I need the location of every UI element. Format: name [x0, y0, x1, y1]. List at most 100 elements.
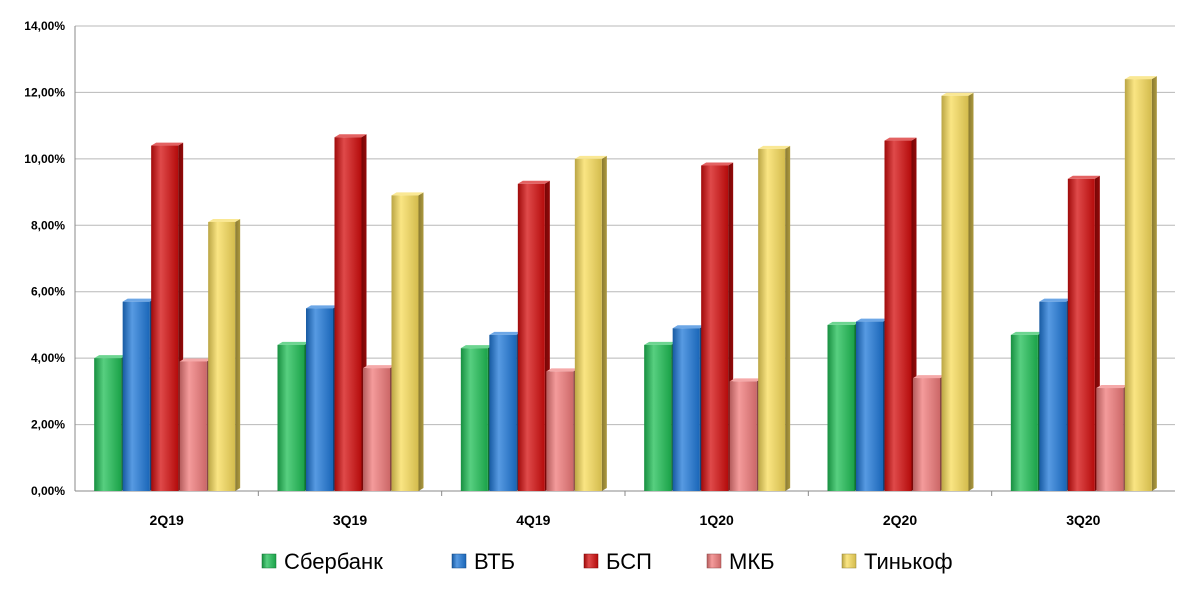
bar-3Q20-Тинькоф	[1124, 76, 1157, 492]
bar-3Q19-МКБ	[363, 365, 395, 491]
bar-2Q20-МКБ	[913, 375, 945, 491]
bar	[277, 344, 305, 491]
bar-2Q19-Тинькоф	[208, 218, 241, 491]
bar	[913, 378, 940, 491]
bar-side	[968, 92, 974, 491]
bar-3Q20-Сбербанк	[1010, 331, 1043, 491]
bar-top	[1067, 175, 1100, 179]
bar-2Q20-БСП	[884, 137, 917, 491]
grid-layer	[75, 25, 1175, 492]
bar-top	[672, 325, 705, 329]
bar-2Q19-МКБ	[179, 358, 212, 491]
bar-2Q19-БСП	[151, 142, 184, 492]
bar-top	[208, 218, 241, 222]
bar	[574, 158, 602, 491]
bar-top	[644, 341, 677, 345]
bar	[363, 368, 390, 491]
x-tick-label: 1Q20	[700, 512, 734, 528]
y-tick-label: 2,00%	[31, 418, 65, 432]
bar	[1039, 301, 1067, 491]
bar	[1010, 334, 1038, 491]
bar-side	[418, 192, 424, 491]
bar	[856, 321, 883, 491]
bar-3Q19-ВТБ	[306, 305, 338, 491]
bar-top	[306, 305, 338, 309]
y-tick-label: 12,00%	[24, 85, 65, 99]
bar	[827, 324, 855, 491]
bar-4Q19-МКБ	[546, 368, 579, 491]
bar-2Q19-Сбербанк	[94, 355, 127, 491]
bar-top	[179, 358, 212, 362]
bar-4Q19-Тинькоф	[574, 155, 607, 491]
bar-top	[334, 134, 367, 138]
x-tick-label: 2Q20	[883, 512, 917, 528]
bar-1Q20-Тинькоф	[758, 145, 791, 491]
bar-top	[546, 368, 579, 372]
bar-3Q19-БСП	[334, 134, 367, 491]
bar-1Q20-ВТБ	[672, 325, 705, 491]
bar	[546, 371, 574, 491]
bar	[208, 221, 236, 491]
bar-top	[827, 321, 860, 325]
bar-top	[1124, 76, 1157, 80]
bar-top	[1010, 331, 1043, 335]
bar	[306, 308, 333, 491]
bar	[517, 183, 545, 491]
y-tick-label: 6,00%	[31, 285, 65, 299]
bar-top	[1039, 298, 1072, 302]
bar-top	[517, 180, 550, 184]
bar-top	[729, 378, 762, 382]
legend-swatch	[583, 553, 599, 569]
bar-top	[913, 375, 945, 379]
bar-4Q19-ВТБ	[489, 331, 522, 491]
bar	[460, 348, 488, 491]
bar-top	[363, 365, 395, 369]
bar-top	[460, 345, 493, 349]
bar	[1067, 178, 1095, 492]
bar-top	[122, 298, 155, 302]
bar	[758, 148, 786, 491]
bar	[1124, 79, 1152, 492]
bars-layer	[94, 76, 1157, 492]
bar-2Q20-ВТБ	[856, 318, 888, 491]
bar-1Q20-Сбербанк	[644, 341, 677, 491]
legend-swatch	[706, 553, 722, 569]
legend-item: ВТБ	[451, 549, 515, 574]
axis-layer: 0,00% 2,00% 4,00% 6,00% 8,00% 10,00% 12,00% 14,…	[24, 19, 1100, 528]
bar-2Q19-ВТБ	[122, 298, 155, 491]
bar	[884, 140, 912, 491]
bar	[179, 361, 207, 491]
bar-4Q19-БСП	[517, 180, 550, 491]
legend-swatch	[451, 553, 467, 569]
legend-label: Тинькоф	[864, 549, 953, 574]
bar-side	[235, 218, 241, 491]
x-tick-label: 4Q19	[516, 512, 550, 528]
bar-side	[601, 155, 607, 491]
bar	[334, 137, 362, 491]
y-tick-label: 14,00%	[24, 19, 65, 33]
bar	[672, 328, 700, 491]
bar	[489, 334, 517, 491]
bar	[94, 358, 122, 491]
bar-top	[574, 155, 607, 159]
bar-top	[151, 142, 184, 146]
bar	[701, 165, 729, 491]
legend-item: Сбербанк	[261, 549, 383, 574]
legend-item: БСП	[583, 549, 652, 574]
legend-label: БСП	[606, 549, 652, 574]
bar-top	[856, 318, 888, 322]
legend-label: ВТБ	[474, 549, 515, 574]
bar-1Q20-БСП	[701, 162, 734, 491]
legend-label: Сбербанк	[284, 549, 383, 574]
bar-3Q20-БСП	[1067, 175, 1100, 492]
bar-side	[785, 145, 791, 491]
y-tick-label: 4,00%	[31, 351, 65, 365]
bar-3Q20-МКБ	[1096, 385, 1129, 491]
bar	[729, 381, 757, 491]
y-tick-label: 10,00%	[24, 152, 65, 166]
bar-2Q20-Тинькоф	[941, 92, 974, 491]
bar-top	[758, 145, 791, 149]
legend-label: МКБ	[729, 549, 775, 574]
bar	[391, 195, 419, 491]
